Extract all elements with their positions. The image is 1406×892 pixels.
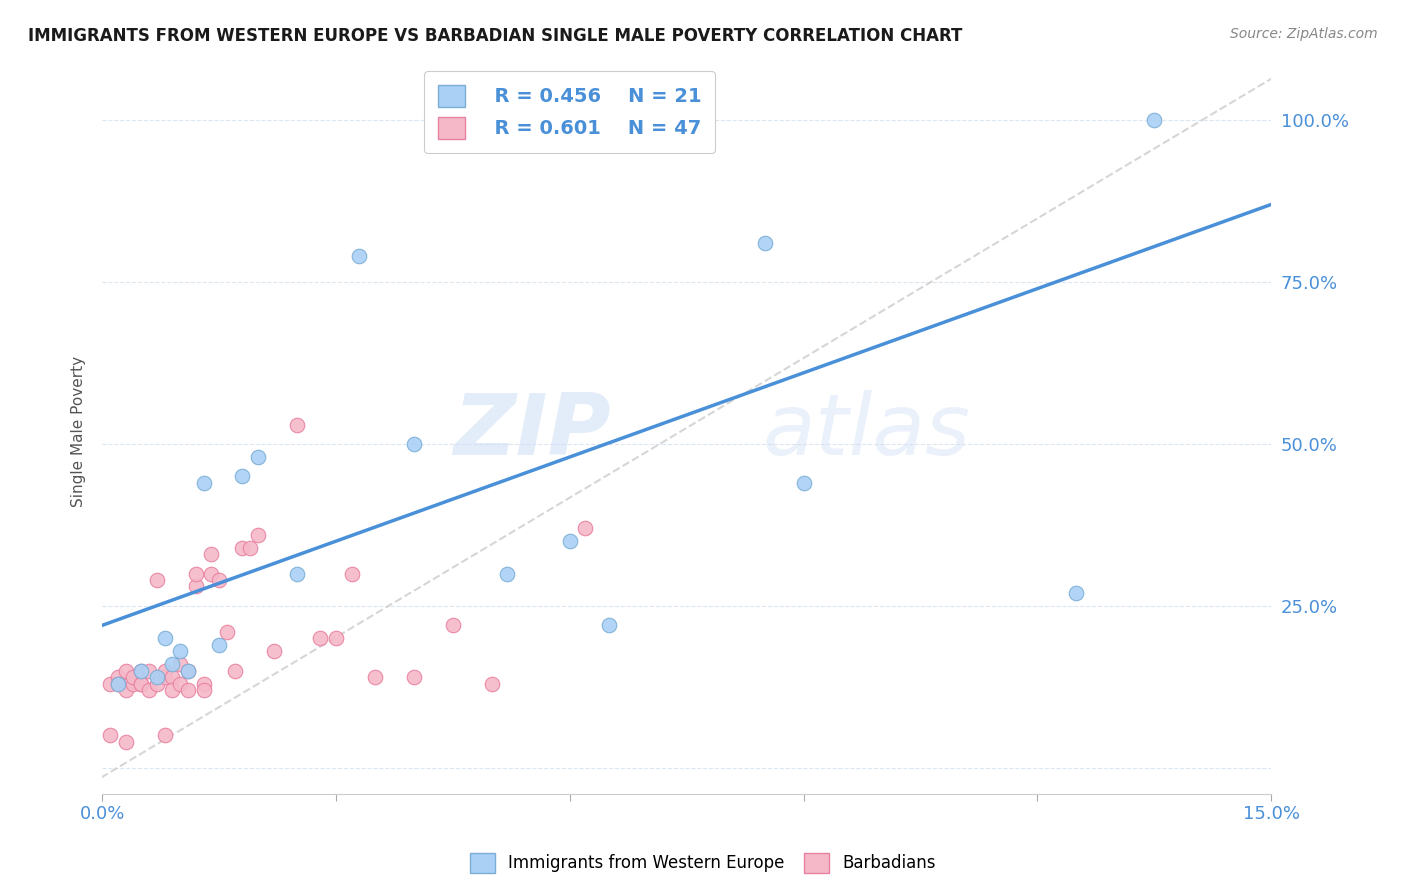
Point <box>177 664 200 678</box>
Point <box>169 657 191 672</box>
Point <box>263 644 285 658</box>
Point <box>107 676 129 690</box>
Point <box>184 579 207 593</box>
Point <box>98 676 121 690</box>
Text: Source: ZipAtlas.com: Source: ZipAtlas.com <box>1230 27 1378 41</box>
Point <box>107 676 129 690</box>
Point <box>129 664 152 678</box>
Point <box>169 676 191 690</box>
Point <box>200 547 222 561</box>
Point <box>129 676 152 690</box>
Point <box>145 670 167 684</box>
Point <box>215 624 238 639</box>
Point <box>793 475 815 490</box>
Point <box>247 527 270 541</box>
Point <box>1064 586 1087 600</box>
Point <box>558 534 581 549</box>
Point <box>153 632 176 646</box>
Text: atlas: atlas <box>762 390 970 473</box>
Point <box>193 676 215 690</box>
Point <box>184 566 207 581</box>
Point <box>145 676 167 690</box>
Point <box>129 664 152 678</box>
Legend: Immigrants from Western Europe, Barbadians: Immigrants from Western Europe, Barbadia… <box>463 847 943 880</box>
Point <box>239 541 262 555</box>
Point <box>153 664 176 678</box>
Y-axis label: Single Male Poverty: Single Male Poverty <box>72 356 86 507</box>
Point <box>138 683 160 698</box>
Point <box>402 437 425 451</box>
Point <box>224 664 246 678</box>
Point <box>200 566 222 581</box>
Point <box>574 521 596 535</box>
Point <box>153 670 176 684</box>
Point <box>285 417 308 432</box>
Point <box>349 249 371 263</box>
Point <box>122 670 145 684</box>
Point <box>193 683 215 698</box>
Point <box>285 566 308 581</box>
Point <box>162 683 184 698</box>
Point <box>754 236 776 251</box>
Text: IMMIGRANTS FROM WESTERN EUROPE VS BARBADIAN SINGLE MALE POVERTY CORRELATION CHAR: IMMIGRANTS FROM WESTERN EUROPE VS BARBAD… <box>28 27 963 45</box>
Point <box>153 728 176 742</box>
Point <box>107 670 129 684</box>
Point <box>145 573 167 587</box>
Point <box>231 469 253 483</box>
Point <box>340 566 363 581</box>
Point <box>364 670 387 684</box>
Point <box>129 676 152 690</box>
Point <box>325 632 347 646</box>
Point <box>208 638 231 652</box>
Point <box>441 618 464 632</box>
Point <box>1143 113 1166 128</box>
Legend:   R = 0.456    N = 21,   R = 0.601    N = 47: R = 0.456 N = 21, R = 0.601 N = 47 <box>425 71 716 153</box>
Point <box>193 475 215 490</box>
Point <box>309 632 332 646</box>
Point <box>481 676 503 690</box>
Point <box>162 670 184 684</box>
Text: ZIP: ZIP <box>453 390 610 473</box>
Point <box>177 664 200 678</box>
Point <box>114 683 136 698</box>
Point <box>162 657 184 672</box>
Point <box>598 618 620 632</box>
Point <box>122 676 145 690</box>
Point <box>98 728 121 742</box>
Point <box>208 573 231 587</box>
Point <box>114 664 136 678</box>
Point <box>496 566 519 581</box>
Point <box>402 670 425 684</box>
Point <box>114 735 136 749</box>
Point <box>247 450 270 464</box>
Point <box>169 644 191 658</box>
Point <box>231 541 253 555</box>
Point <box>177 683 200 698</box>
Point <box>138 664 160 678</box>
